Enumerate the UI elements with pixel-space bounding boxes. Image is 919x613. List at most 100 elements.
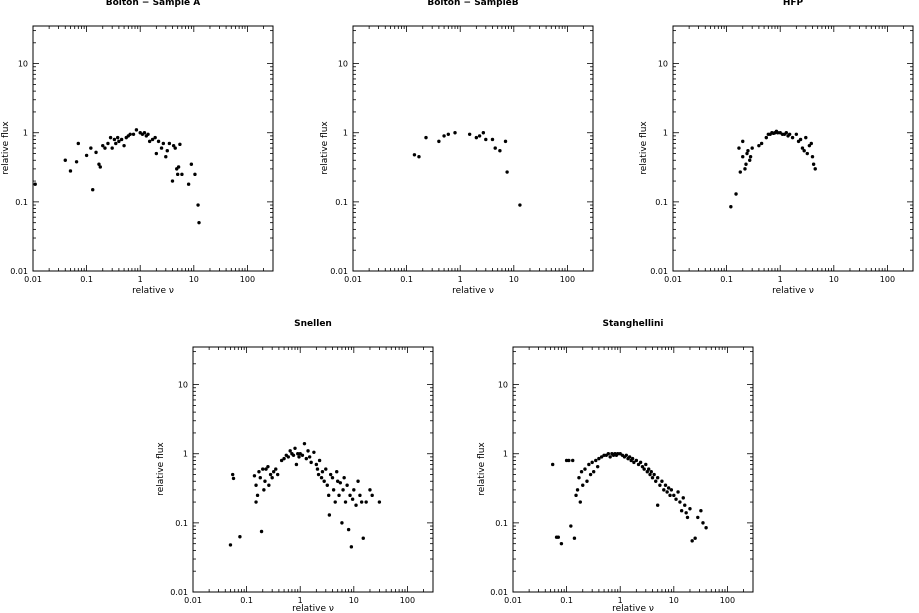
x-tick-label: 0.1: [80, 275, 93, 284]
data-point: [91, 187, 95, 192]
data-point: [574, 493, 578, 498]
data-point: [259, 529, 264, 534]
data-point: [654, 479, 658, 483]
y-tick-label: 10: [178, 381, 188, 390]
data-point: [569, 524, 573, 528]
data-point: [417, 155, 421, 159]
y-tick-label: 0.01: [170, 588, 188, 597]
data-point: [33, 182, 37, 186]
data-point: [101, 143, 105, 148]
y-tick-label: 0.1: [495, 519, 508, 528]
panel-bolton-sample-b: Bolton − SampleB relative ν relative flu…: [320, 0, 594, 296]
data-point: [693, 536, 697, 540]
data-point: [275, 472, 280, 477]
data-point: [559, 541, 564, 546]
data-points: [228, 441, 382, 549]
data-point: [341, 488, 345, 492]
data-point: [645, 469, 649, 474]
data-point: [666, 486, 671, 490]
data-point: [798, 137, 803, 142]
x-tick-label: 100: [560, 275, 575, 284]
data-point: [324, 467, 328, 471]
data-point: [493, 146, 497, 150]
x-tick-label: 100: [400, 596, 415, 605]
data-point: [110, 146, 114, 150]
data-point: [352, 488, 356, 492]
x-tick-label: 10: [349, 596, 359, 605]
data-point: [97, 162, 101, 166]
axis-ticks: 0.01 0.1 1 10 100 0.01 0.1 1 10: [650, 26, 914, 284]
data-point: [679, 508, 684, 513]
data-point: [744, 162, 748, 166]
x-tick-label: 10: [509, 275, 519, 284]
data-point: [196, 203, 200, 207]
data-point: [674, 497, 678, 501]
data-point: [359, 500, 364, 504]
data-point: [114, 141, 118, 146]
data-point: [340, 521, 344, 525]
x-tick-label: 0.1: [560, 596, 573, 605]
data-point: [178, 142, 182, 147]
data-point: [146, 132, 150, 136]
data-point: [330, 476, 335, 480]
y-tick-label: 10: [658, 60, 668, 69]
data-point: [74, 160, 79, 164]
data-point: [577, 476, 581, 480]
data-point: [490, 137, 495, 142]
panel-title: HFP: [783, 0, 804, 8]
data-point: [322, 479, 326, 483]
data-point: [131, 132, 136, 136]
data-point: [122, 143, 126, 148]
data-point: [764, 135, 768, 140]
data-point: [684, 511, 688, 515]
data-point: [669, 488, 674, 492]
data-point: [345, 483, 349, 487]
x-tick-label: 0.1: [400, 275, 413, 284]
data-point: [173, 146, 177, 150]
data-point: [356, 479, 360, 483]
panel-title: Bolton − Sample A: [106, 0, 201, 8]
data-point: [668, 493, 672, 498]
data-point: [599, 455, 604, 459]
x-axis-label: relative ν: [452, 286, 494, 296]
data-point: [595, 464, 600, 469]
data-point: [729, 205, 733, 209]
data-point: [481, 131, 486, 135]
data-point: [759, 141, 764, 146]
data-point: [257, 469, 261, 474]
x-tick-label: 1: [458, 275, 463, 284]
y-tick-label: 1: [183, 450, 188, 459]
data-point: [346, 527, 351, 532]
x-axis-label: relative ν: [612, 604, 654, 613]
x-tick-label: 1: [138, 275, 143, 284]
data-point: [315, 467, 320, 471]
data-point: [317, 458, 322, 463]
data-point: [370, 493, 374, 498]
data-point: [474, 135, 479, 140]
data-point: [282, 456, 286, 461]
data-point: [189, 162, 194, 166]
data-point: [364, 500, 368, 504]
data-point: [164, 155, 168, 159]
data-point: [117, 139, 121, 144]
data-point: [800, 146, 805, 150]
data-point: [255, 493, 260, 498]
data-point: [811, 162, 816, 166]
data-point: [266, 464, 270, 469]
data-point: [632, 460, 636, 465]
data-point: [676, 490, 680, 494]
x-axis-label: relative ν: [772, 286, 814, 296]
data-point: [150, 137, 155, 142]
data-point: [314, 462, 319, 467]
data-point: [640, 464, 645, 469]
data-point: [156, 139, 161, 144]
data-point: [327, 513, 332, 517]
data-point: [186, 182, 191, 186]
x-tick-label: 0.01: [344, 275, 362, 284]
data-point: [627, 455, 632, 459]
data-point: [180, 172, 184, 177]
data-point: [309, 460, 313, 465]
data-point: [291, 453, 296, 457]
